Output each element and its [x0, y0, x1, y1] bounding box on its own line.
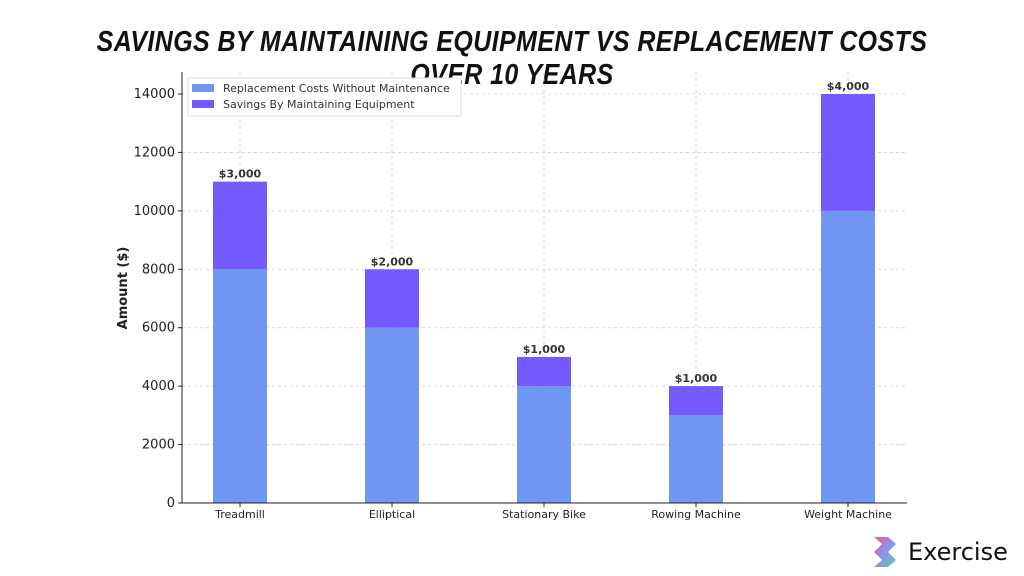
- bar-savings: [365, 269, 419, 328]
- bar-replacement: [821, 210, 875, 503]
- y-tick-label: 6000: [142, 321, 175, 336]
- y-tick-label: 2000: [142, 438, 175, 453]
- bar-savings: [821, 94, 875, 211]
- data-label: $2,000: [371, 255, 414, 268]
- logo: Exercise: [870, 535, 1008, 569]
- bar-savings: [517, 356, 571, 387]
- x-tick-label: Treadmill: [214, 508, 265, 521]
- bar-replacement: [213, 269, 267, 503]
- y-tick-label: 12000: [134, 145, 175, 160]
- legend-swatch: [192, 84, 214, 92]
- bar-savings: [213, 181, 267, 270]
- legend-swatch: [192, 100, 214, 108]
- x-tick-label: Elliptical: [369, 508, 415, 521]
- y-tick-label: 8000: [142, 262, 175, 277]
- bar-replacement: [365, 327, 419, 503]
- logo-text: Exercise: [908, 538, 1008, 566]
- data-label: $1,000: [523, 343, 566, 356]
- logo-icon: [874, 537, 896, 567]
- y-tick-label: 4000: [142, 379, 175, 394]
- y-tick-label: 10000: [134, 204, 175, 219]
- x-tick-label: Stationary Bike: [502, 508, 586, 521]
- x-tick-label: Weight Machine: [804, 508, 892, 521]
- legend-label: Replacement Costs Without Maintenance: [223, 82, 450, 95]
- y-axis-label: Amount ($): [116, 247, 131, 330]
- bar-replacement: [669, 415, 723, 503]
- y-tick-label: 0: [167, 496, 175, 511]
- data-label: $1,000: [675, 372, 718, 385]
- y-tick-label: 14000: [134, 87, 175, 102]
- chart-title: SAVINGS BY MAINTAINING EQUIPMENT VS REPL…: [96, 26, 928, 91]
- bar-replacement: [517, 386, 571, 503]
- x-tick-label: Rowing Machine: [651, 508, 741, 521]
- bar-savings: [669, 386, 723, 416]
- data-label: $4,000: [827, 80, 870, 93]
- legend-box: [187, 77, 462, 117]
- data-label: $3,000: [219, 168, 262, 181]
- legend-label: Savings By Maintaining Equipment: [223, 98, 415, 111]
